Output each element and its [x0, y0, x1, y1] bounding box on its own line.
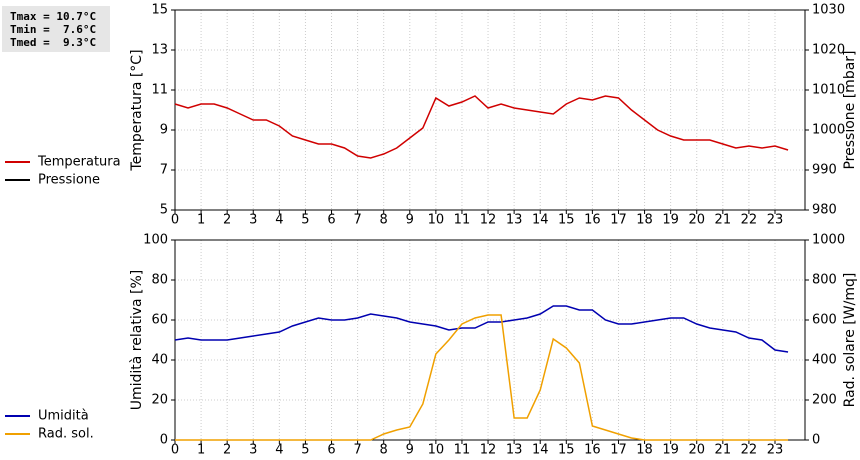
x-tick-label: 1	[197, 213, 205, 228]
x-tick-label: 22	[741, 443, 758, 458]
series-line	[175, 314, 789, 441]
x-tick-label: 5	[301, 443, 309, 458]
x-tick-label: 12	[480, 213, 497, 228]
x-tick-label: 16	[584, 443, 601, 458]
x-tick-label: 11	[454, 213, 471, 228]
y2-tick-label: 400	[812, 353, 837, 368]
y-tick-label: 60	[151, 313, 168, 328]
x-tick-label: 0	[171, 213, 179, 228]
y2-tick-label: 200	[812, 393, 837, 408]
x-tick-label: 19	[662, 443, 679, 458]
x-tick-label: 9	[406, 213, 414, 228]
stats-box	[2, 6, 110, 52]
y-tick-label: 80	[151, 273, 168, 288]
x-tick-label: 10	[428, 213, 445, 228]
x-tick-label: 22	[741, 213, 758, 228]
x-tick-label: 7	[353, 213, 361, 228]
series-line	[174, 305, 789, 353]
y-tick-label: 5	[160, 203, 168, 218]
x-tick-label: 0	[171, 443, 179, 458]
stat: Tmed = 9.3°C	[10, 36, 96, 49]
x-tick-label: 3	[249, 443, 257, 458]
x-tick-label: 18	[636, 443, 653, 458]
x-tick-label: 11	[454, 443, 471, 458]
x-tick-label: 20	[688, 443, 705, 458]
y-tick-label: 20	[151, 393, 168, 408]
x-tick-label: 17	[610, 443, 627, 458]
stat: Tmin = 7.6°C	[10, 23, 96, 36]
y2-tick-label: 1020	[812, 43, 845, 58]
legend-label: Rad. sol.	[38, 427, 94, 442]
x-tick-label: 15	[558, 213, 575, 228]
legend-label: Umidità	[38, 409, 89, 424]
x-tick-label: 16	[584, 213, 601, 228]
x-tick-label: 13	[506, 443, 523, 458]
x-tick-label: 14	[532, 213, 549, 228]
x-tick-label: 18	[636, 213, 653, 228]
y2-tick-label: 1000	[812, 233, 845, 248]
x-tick-label: 12	[480, 443, 497, 458]
plot-frame	[174, 9, 806, 211]
x-tick-label: 2	[223, 213, 231, 228]
y-tick-label: 15	[151, 3, 168, 18]
legend-label: Temperatura	[37, 155, 121, 170]
y2-tick-label: 1000	[812, 123, 845, 138]
y-tick-label: 0	[160, 433, 168, 448]
y2-axis-label: Rad. solare [W/mq]	[842, 273, 858, 408]
x-tick-label: 17	[610, 213, 627, 228]
y-tick-label: 40	[151, 353, 168, 368]
x-tick-label: 2	[223, 443, 231, 458]
x-tick-label: 8	[380, 443, 388, 458]
x-tick-label: 23	[767, 213, 784, 228]
stat: Tmax = 10.7°C	[10, 10, 96, 23]
x-tick-label: 23	[767, 443, 784, 458]
y-tick-label: 9	[160, 123, 168, 138]
x-tick-label: 6	[327, 213, 335, 228]
x-tick-label: 7	[353, 443, 361, 458]
y2-tick-label: 600	[812, 313, 837, 328]
y-axis-label: Temperatura [°C]	[129, 49, 145, 171]
y2-tick-label: 800	[812, 273, 837, 288]
x-tick-label: 20	[688, 213, 705, 228]
x-tick-label: 8	[380, 213, 388, 228]
x-tick-label: 21	[715, 213, 732, 228]
x-tick-label: 10	[428, 443, 445, 458]
y-tick-label: 100	[143, 233, 168, 248]
x-tick-label: 6	[327, 443, 335, 458]
x-tick-label: 15	[558, 443, 575, 458]
x-tick-label: 21	[715, 443, 732, 458]
plot-frame	[174, 239, 806, 441]
x-tick-label: 5	[301, 213, 309, 228]
y2-tick-label: 980	[812, 203, 837, 218]
x-tick-label: 1	[197, 443, 205, 458]
y-tick-label: 11	[151, 83, 168, 98]
x-tick-label: 9	[406, 443, 414, 458]
series-line	[174, 95, 789, 159]
y2-tick-label: 1030	[812, 3, 845, 18]
x-tick-label: 4	[275, 213, 283, 228]
y2-tick-label: 0	[812, 433, 820, 448]
x-tick-label: 4	[275, 443, 283, 458]
y-tick-label: 13	[151, 43, 168, 58]
x-tick-label: 3	[249, 213, 257, 228]
y2-tick-label: 990	[812, 163, 837, 178]
x-tick-label: 14	[532, 443, 549, 458]
x-tick-label: 13	[506, 213, 523, 228]
x-tick-label: 19	[662, 213, 679, 228]
y-tick-label: 7	[160, 163, 168, 178]
legend-label: Pressione	[38, 173, 100, 188]
y-axis-label: Umidità relativa [%]	[129, 270, 145, 411]
y2-axis-label: Pressione [mbar]	[842, 50, 858, 169]
y2-tick-label: 1010	[812, 83, 845, 98]
